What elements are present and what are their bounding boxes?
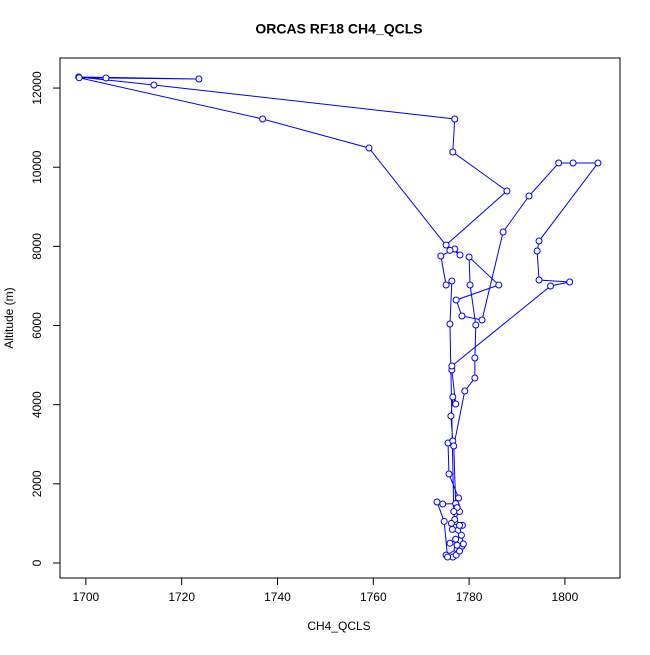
- data-point: [444, 553, 452, 561]
- data-point: [461, 387, 469, 395]
- x-tick-label: 1740: [264, 590, 291, 604]
- data-point: [456, 521, 464, 529]
- y-axis-label: Altitude (m): [2, 287, 16, 348]
- data-point: [456, 251, 464, 259]
- data-point: [451, 115, 459, 123]
- data-point: [75, 74, 83, 82]
- data-point: [453, 541, 461, 549]
- data-point: [499, 228, 507, 236]
- data-point: [478, 316, 486, 324]
- data-point: [150, 81, 158, 89]
- data-point: [446, 246, 454, 254]
- data-point: [365, 144, 373, 152]
- y-tick-label: 4000: [30, 391, 44, 418]
- data-point: [440, 517, 448, 525]
- chart-title: ORCAS RF18 CH4_QCLS: [255, 21, 422, 37]
- data-point: [457, 531, 465, 539]
- y-tick-label: 0: [30, 559, 44, 566]
- data-point: [437, 252, 445, 260]
- data-point: [566, 278, 574, 286]
- y-tick-label: 6000: [30, 312, 44, 339]
- x-tick-label: 1780: [456, 590, 483, 604]
- data-point: [471, 374, 479, 382]
- data-point: [442, 241, 450, 249]
- data-point: [448, 525, 456, 533]
- data-point: [259, 115, 267, 123]
- data-point: [449, 148, 457, 156]
- data-point: [452, 400, 460, 408]
- data-point: [448, 277, 456, 285]
- data-point: [446, 320, 454, 328]
- data-point: [535, 276, 543, 284]
- y-tick-label: 10000: [30, 150, 44, 184]
- x-tick-label: 1760: [360, 590, 387, 604]
- data-point: [459, 540, 467, 548]
- data-point: [533, 247, 541, 255]
- data-point: [450, 508, 458, 516]
- data-point: [495, 281, 503, 289]
- data-point: [594, 159, 602, 167]
- x-tick-label: 1700: [73, 590, 100, 604]
- data-point: [569, 159, 577, 167]
- x-tick-label: 1720: [168, 590, 195, 604]
- data-point: [503, 187, 511, 195]
- data-point: [433, 498, 441, 506]
- data-point: [525, 192, 533, 200]
- x-tick-label: 1800: [552, 590, 579, 604]
- data-point: [446, 539, 454, 547]
- data-point: [535, 237, 543, 245]
- data-point: [447, 519, 455, 527]
- data-point: [442, 281, 450, 289]
- data-point: [450, 442, 458, 450]
- data-point: [102, 74, 110, 82]
- data-point: [547, 282, 555, 290]
- data-point: [439, 500, 447, 508]
- data-point: [452, 535, 460, 543]
- y-tick-label: 8000: [30, 233, 44, 260]
- data-point: [555, 159, 563, 167]
- y-tick-label: 2000: [30, 470, 44, 497]
- data-point: [195, 75, 203, 83]
- data-point: [448, 362, 456, 370]
- data-point: [445, 470, 453, 478]
- x-axis-label: CH4_QCLS: [307, 619, 370, 633]
- data-point: [452, 296, 460, 304]
- data-point: [466, 281, 474, 289]
- data-point: [456, 547, 464, 555]
- data-point: [458, 312, 466, 320]
- data-point: [455, 494, 463, 502]
- data-point: [465, 253, 473, 261]
- y-tick-label: 12000: [30, 71, 44, 105]
- data-point: [471, 354, 479, 362]
- data-point: [447, 412, 455, 420]
- data-point: [472, 321, 480, 329]
- data-point: [449, 393, 457, 401]
